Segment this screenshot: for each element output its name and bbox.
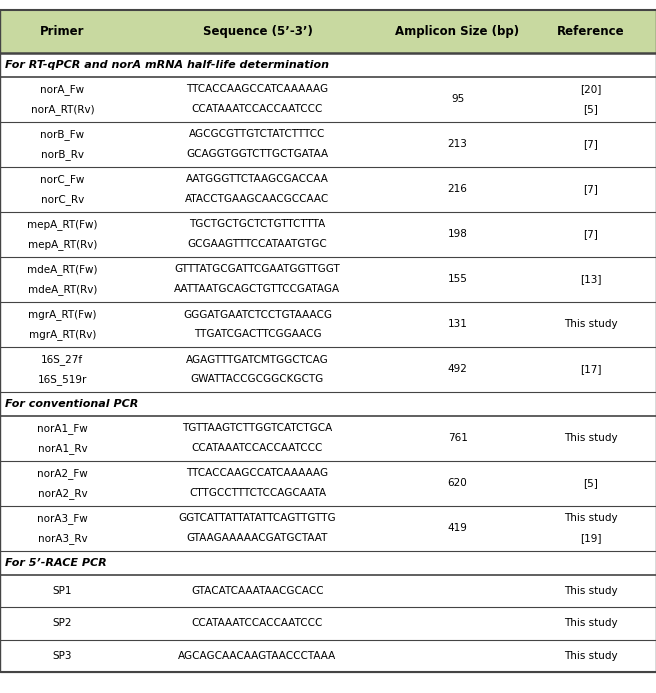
- Text: norB_Fw: norB_Fw: [40, 129, 85, 140]
- Text: GCGAAGTTTCCATAATGTGC: GCGAAGTTTCCATAATGTGC: [188, 239, 327, 249]
- Text: 761: 761: [447, 433, 468, 444]
- Text: ATACCTGAAGCAACGCCAAC: ATACCTGAAGCAACGCCAAC: [186, 194, 329, 204]
- Text: norC_Rv: norC_Rv: [41, 194, 84, 204]
- Text: 492: 492: [447, 365, 468, 374]
- Text: [5]: [5]: [583, 104, 598, 114]
- Text: [13]: [13]: [580, 274, 601, 284]
- Text: norA3_Fw: norA3_Fw: [37, 513, 88, 524]
- Text: 16S_27f: 16S_27f: [41, 354, 83, 365]
- Text: SP2: SP2: [52, 618, 72, 629]
- Text: 95: 95: [451, 94, 464, 104]
- Text: CCATAAATCCACCAATCCC: CCATAAATCCACCAATCCC: [192, 443, 323, 453]
- Text: norA_Fw: norA_Fw: [40, 84, 85, 95]
- Text: CTTGCCTTTCTCCAGCAATA: CTTGCCTTTCTCCAGCAATA: [189, 488, 326, 498]
- Bar: [0, 10, 656, 53]
- Text: TTGATCGACTTCGGAACG: TTGATCGACTTCGGAACG: [194, 329, 321, 340]
- Text: AATTAATGCAGCTGTTCCGATAGA: AATTAATGCAGCTGTTCCGATAGA: [174, 284, 340, 295]
- Text: 198: 198: [447, 229, 468, 239]
- Text: norA3_Rv: norA3_Rv: [37, 533, 87, 544]
- Text: [20]: [20]: [580, 85, 601, 94]
- Text: mgrA_RT(Rv): mgrA_RT(Rv): [29, 329, 96, 340]
- Text: [7]: [7]: [583, 229, 598, 239]
- Text: mdeA_RT(Rv): mdeA_RT(Rv): [28, 284, 97, 295]
- Text: Amplicon Size (bp): Amplicon Size (bp): [396, 25, 520, 38]
- Text: SP3: SP3: [52, 651, 72, 661]
- Text: TGCTGCTGCTCTGTTCTTTA: TGCTGCTGCTCTGTTCTTTA: [190, 220, 325, 229]
- Text: GGGATGAATCTCCTGTAAACG: GGGATGAATCTCCTGTAAACG: [183, 310, 332, 319]
- Text: mgrA_RT(Fw): mgrA_RT(Fw): [28, 309, 96, 320]
- Text: 216: 216: [447, 184, 468, 194]
- Text: For 5’-RACE PCR: For 5’-RACE PCR: [5, 558, 107, 568]
- Text: 155: 155: [447, 274, 468, 284]
- Text: 131: 131: [447, 319, 468, 329]
- Text: AGCGCGTTGTCTATCTTTCC: AGCGCGTTGTCTATCTTTCC: [190, 130, 325, 139]
- Text: mepA_RT(Fw): mepA_RT(Fw): [27, 219, 98, 230]
- Text: AATGGGTTCTAAGCGACCAA: AATGGGTTCTAAGCGACCAA: [186, 175, 329, 184]
- Text: AGCAGCAACAAGTAACCCTAAA: AGCAGCAACAAGTAACCCTAAA: [178, 651, 337, 661]
- Text: [7]: [7]: [583, 139, 598, 149]
- Text: norA2_Rv: norA2_Rv: [37, 488, 87, 499]
- Text: This study: This study: [564, 433, 617, 444]
- Text: norA2_Fw: norA2_Fw: [37, 468, 88, 479]
- Text: TTCACCAAGCCATCAAAAAG: TTCACCAAGCCATCAAAAAG: [186, 85, 329, 94]
- Text: GTAAGAAAAACGATGCTAAT: GTAAGAAAAACGATGCTAAT: [187, 533, 328, 543]
- Text: norA_RT(Rv): norA_RT(Rv): [31, 104, 94, 114]
- Text: This study: This study: [564, 586, 617, 596]
- Text: norA1_Fw: norA1_Fw: [37, 423, 88, 434]
- Text: TGTTAAGTCTTGGTCATCTGCA: TGTTAAGTCTTGGTCATCTGCA: [182, 423, 333, 433]
- Text: This study: This study: [564, 514, 617, 523]
- Text: norC_Fw: norC_Fw: [40, 174, 85, 185]
- Text: TTCACCAAGCCATCAAAAAG: TTCACCAAGCCATCAAAAAG: [186, 468, 329, 478]
- Text: Sequence (5’-3’): Sequence (5’-3’): [203, 25, 312, 38]
- Text: 620: 620: [447, 478, 468, 489]
- Text: [19]: [19]: [580, 533, 601, 543]
- Text: GTACATCAAATAACGCACC: GTACATCAAATAACGCACC: [191, 586, 324, 596]
- Text: For conventional PCR: For conventional PCR: [5, 399, 138, 409]
- Text: This study: This study: [564, 618, 617, 629]
- Text: SP1: SP1: [52, 586, 72, 596]
- Text: mepA_RT(Rv): mepA_RT(Rv): [28, 239, 97, 249]
- Text: Reference: Reference: [556, 25, 625, 38]
- Text: CCATAAATCCACCAATCCC: CCATAAATCCACCAATCCC: [192, 104, 323, 114]
- Text: AGAGTTTGATCMTGGCTCAG: AGAGTTTGATCMTGGCTCAG: [186, 355, 329, 365]
- Text: This study: This study: [564, 651, 617, 661]
- Text: [17]: [17]: [580, 365, 601, 374]
- Text: Primer: Primer: [40, 25, 85, 38]
- Text: 419: 419: [447, 523, 468, 534]
- Text: 16S_519r: 16S_519r: [37, 374, 87, 385]
- Text: GGTCATTATTATATTCAGTTGTTG: GGTCATTATTATATTCAGTTGTTG: [178, 514, 337, 523]
- Text: GTTTATGCGATTCGAATGGTTGGT: GTTTATGCGATTCGAATGGTTGGT: [174, 265, 340, 274]
- Text: [5]: [5]: [583, 478, 598, 489]
- Text: 213: 213: [447, 139, 468, 149]
- Text: GCAGGTGGTCTTGCTGATAA: GCAGGTGGTCTTGCTGATAA: [186, 149, 329, 159]
- Text: norB_Rv: norB_Rv: [41, 149, 84, 159]
- Text: For RT-qPCR and norA mRNA half-life determination: For RT-qPCR and norA mRNA half-life dete…: [5, 60, 329, 70]
- Text: CCATAAATCCACCAATCCC: CCATAAATCCACCAATCCC: [192, 618, 323, 629]
- Text: [7]: [7]: [583, 184, 598, 194]
- Text: This study: This study: [564, 319, 617, 329]
- Text: GWATTACCGCGGCKGCTG: GWATTACCGCGGCKGCTG: [191, 374, 324, 385]
- Text: mdeA_RT(Fw): mdeA_RT(Fw): [27, 264, 98, 275]
- Text: norA1_Rv: norA1_Rv: [37, 443, 87, 454]
